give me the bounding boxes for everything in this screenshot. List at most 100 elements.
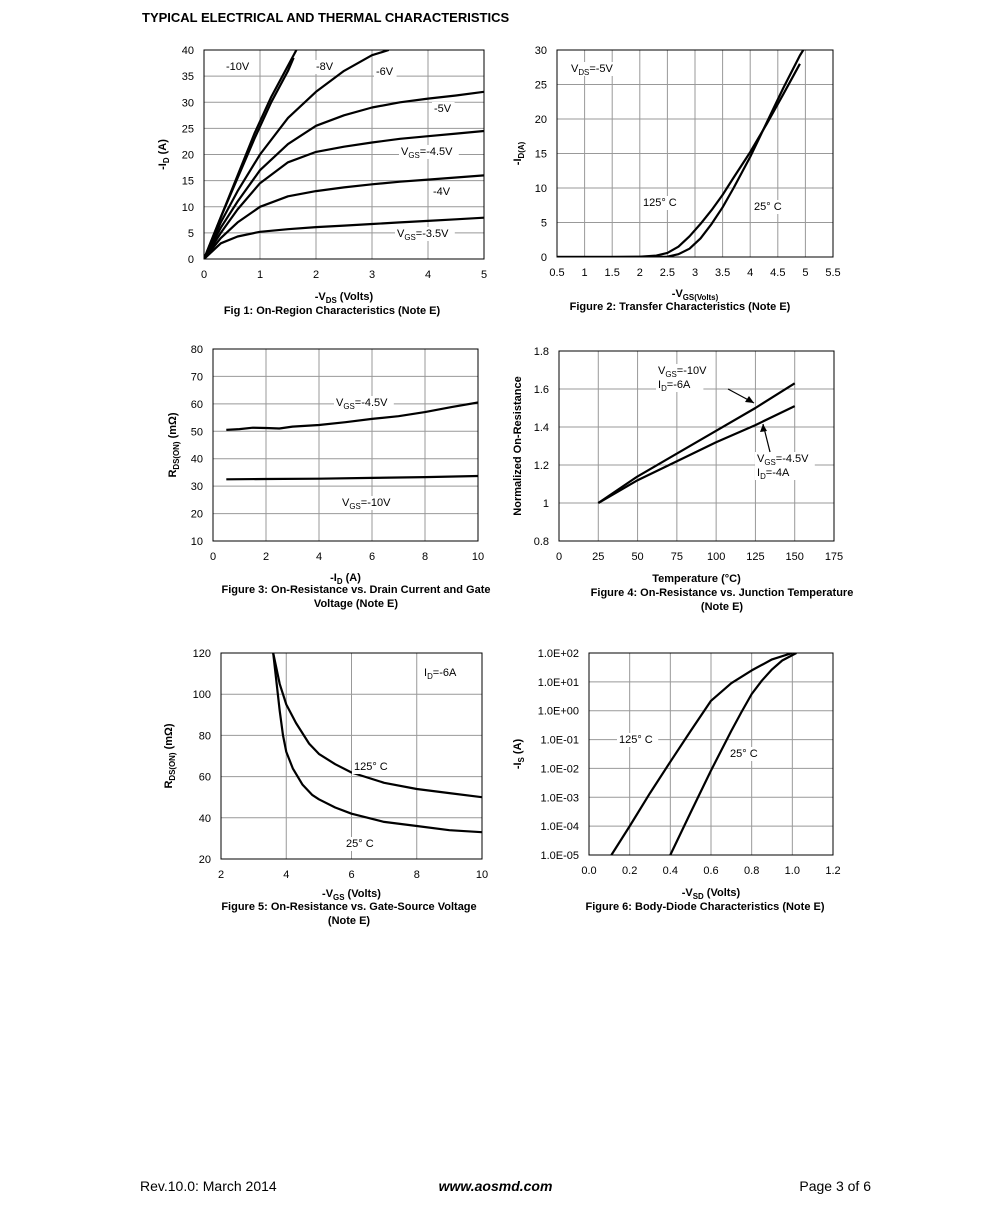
y-tick-label: 1 bbox=[543, 498, 549, 510]
y-tick-label: 15 bbox=[182, 176, 194, 188]
figure-caption: Figure 4: On-Resistance vs. Junction Tem… bbox=[591, 587, 854, 599]
y-tick-label: 30 bbox=[182, 97, 194, 109]
x-axis-label: -VSD​ (Volts) bbox=[682, 887, 741, 901]
chart-4: 02550751001251501750.811.21.41.61.8VGS​=… bbox=[512, 346, 853, 613]
x-tick-label: 100 bbox=[707, 551, 725, 563]
series-annotation: -5V bbox=[434, 103, 452, 115]
x-tick-label: 2 bbox=[637, 267, 643, 279]
x-tick-label: 0 bbox=[201, 269, 207, 281]
series-annotation: -10V bbox=[226, 61, 250, 73]
y-tick-label: 10 bbox=[182, 202, 194, 214]
series-line-2 bbox=[272, 653, 482, 834]
series-annotation: 25° C bbox=[754, 201, 782, 213]
x-tick-label: 10 bbox=[476, 869, 488, 881]
plot-frame bbox=[212, 348, 479, 542]
series-line-7 bbox=[204, 216, 484, 259]
series-line-1 bbox=[597, 382, 796, 504]
x-tick-label: 0.4 bbox=[663, 865, 678, 877]
y-tick-label: 1.0E+00 bbox=[538, 706, 579, 718]
annotation-bg bbox=[656, 378, 704, 392]
y-tick-label: 70 bbox=[191, 371, 203, 383]
y-tick-label: 20 bbox=[535, 114, 547, 126]
series-line-6 bbox=[204, 174, 484, 259]
annotation-bg bbox=[641, 196, 683, 210]
annotation-bg bbox=[395, 227, 455, 241]
x-tick-label: 0.2 bbox=[622, 865, 637, 877]
y-tick-label: 25 bbox=[182, 123, 194, 135]
y-tick-label: 1.4 bbox=[534, 422, 549, 434]
y-tick-label: 15 bbox=[535, 149, 547, 161]
y-tick-label: 1.8 bbox=[534, 346, 549, 358]
annotation-bg bbox=[334, 396, 394, 410]
annotation-bg bbox=[344, 837, 379, 851]
x-axis-label: -VGS​ (Volts) bbox=[322, 888, 381, 902]
x-tick-label: 4.5 bbox=[770, 267, 785, 279]
charts-canvas: 0123450510152025303540-10V-8V-6V-5VVGS​=… bbox=[157, 45, 853, 927]
series-annotation: ID​=-6A bbox=[424, 667, 457, 681]
annotation-bg bbox=[755, 452, 815, 466]
series-annotation: 125° C bbox=[354, 761, 388, 773]
annotation-bg bbox=[432, 102, 455, 116]
series-line-2 bbox=[557, 50, 805, 257]
series-line-2 bbox=[669, 653, 797, 855]
y-tick-label: 1.0E-04 bbox=[540, 821, 579, 833]
figure-caption: Figure 6: Body-Diode Characteristics (No… bbox=[586, 901, 825, 913]
x-tick-label: 6 bbox=[348, 869, 354, 881]
series-line-1 bbox=[226, 401, 478, 431]
footer-page-number: Page 3 of 6 bbox=[799, 1178, 871, 1194]
annotation-bg bbox=[569, 62, 617, 76]
y-tick-label: 40 bbox=[191, 454, 203, 466]
x-axis-label: -VGS(Volts)​ bbox=[672, 288, 719, 302]
fig4-arrows bbox=[727, 388, 771, 453]
chart-5: 2 4 6 8 10 20 40 60 80 100 120 ID​=-6A 125° C 25° C -V… bbox=[163, 648, 488, 927]
series-annotation: 125° C bbox=[619, 734, 653, 746]
y-axis-label: RDS(ON)​ (mΩ) bbox=[163, 723, 177, 788]
series-line-2 bbox=[204, 57, 295, 259]
chart-3: 02468101020304050607080VGS​=-4.5VVGS​=-1… bbox=[167, 344, 490, 610]
x-tick-label: 1 bbox=[582, 267, 588, 279]
annotation-bg bbox=[340, 496, 394, 510]
figure-caption: Figure 3: On-Resistance vs. Drain Curren… bbox=[222, 584, 491, 596]
y-tick-label: 60 bbox=[199, 772, 211, 784]
x-tick-label: 2 bbox=[263, 551, 269, 563]
figure-caption: Figure 5: On-Resistance vs. Gate-Source … bbox=[221, 901, 476, 913]
annotation-bg bbox=[224, 60, 253, 74]
x-tick-label: 4 bbox=[425, 269, 431, 281]
series-line-5 bbox=[204, 129, 484, 259]
figure-caption-line2: (Note E) bbox=[328, 915, 371, 927]
y-tick-label: 1.6 bbox=[534, 384, 549, 396]
y-tick-label: 10 bbox=[191, 536, 203, 548]
annotation-bg bbox=[656, 364, 710, 378]
series-line-1 bbox=[272, 653, 482, 799]
y-tick-label: 1.0E+02 bbox=[538, 648, 579, 660]
x-tick-label: 8 bbox=[422, 551, 428, 563]
annotation-bg bbox=[431, 185, 454, 199]
x-tick-label: 2 bbox=[218, 869, 224, 881]
y-tick-label: 20 bbox=[199, 854, 211, 866]
x-tick-label: 3 bbox=[369, 269, 375, 281]
y-tick-label: 25 bbox=[535, 80, 547, 92]
y-tick-label: 20 bbox=[191, 509, 203, 521]
series-annotation: -4V bbox=[433, 186, 451, 198]
y-tick-label: 80 bbox=[199, 730, 211, 742]
y-tick-label: 1.0E+01 bbox=[538, 677, 579, 689]
x-tick-label: 3.5 bbox=[715, 267, 730, 279]
x-tick-label: 1.5 bbox=[605, 267, 620, 279]
y-tick-label: 10 bbox=[535, 183, 547, 195]
annotation-bg bbox=[728, 747, 763, 761]
annotation-bg bbox=[399, 145, 459, 159]
annotation-bg bbox=[755, 466, 803, 480]
x-tick-label: 5 bbox=[802, 267, 808, 279]
annotation-bg bbox=[617, 733, 659, 747]
series-line-4 bbox=[204, 90, 484, 259]
y-tick-label: 20 bbox=[182, 150, 194, 162]
annotation-bg bbox=[422, 666, 470, 680]
series-annotation: 125° C bbox=[643, 197, 677, 209]
y-tick-label: 35 bbox=[182, 71, 194, 83]
x-tick-label: 4 bbox=[316, 551, 322, 563]
series-annotation: VDS​=-5V bbox=[571, 63, 614, 77]
series-annotation: 25° C bbox=[730, 748, 758, 760]
page-title: TYPICAL ELECTRICAL AND THERMAL CHARACTER… bbox=[142, 10, 510, 25]
figure-caption-line2: (Note E) bbox=[701, 601, 744, 613]
series-line-2 bbox=[226, 474, 478, 481]
